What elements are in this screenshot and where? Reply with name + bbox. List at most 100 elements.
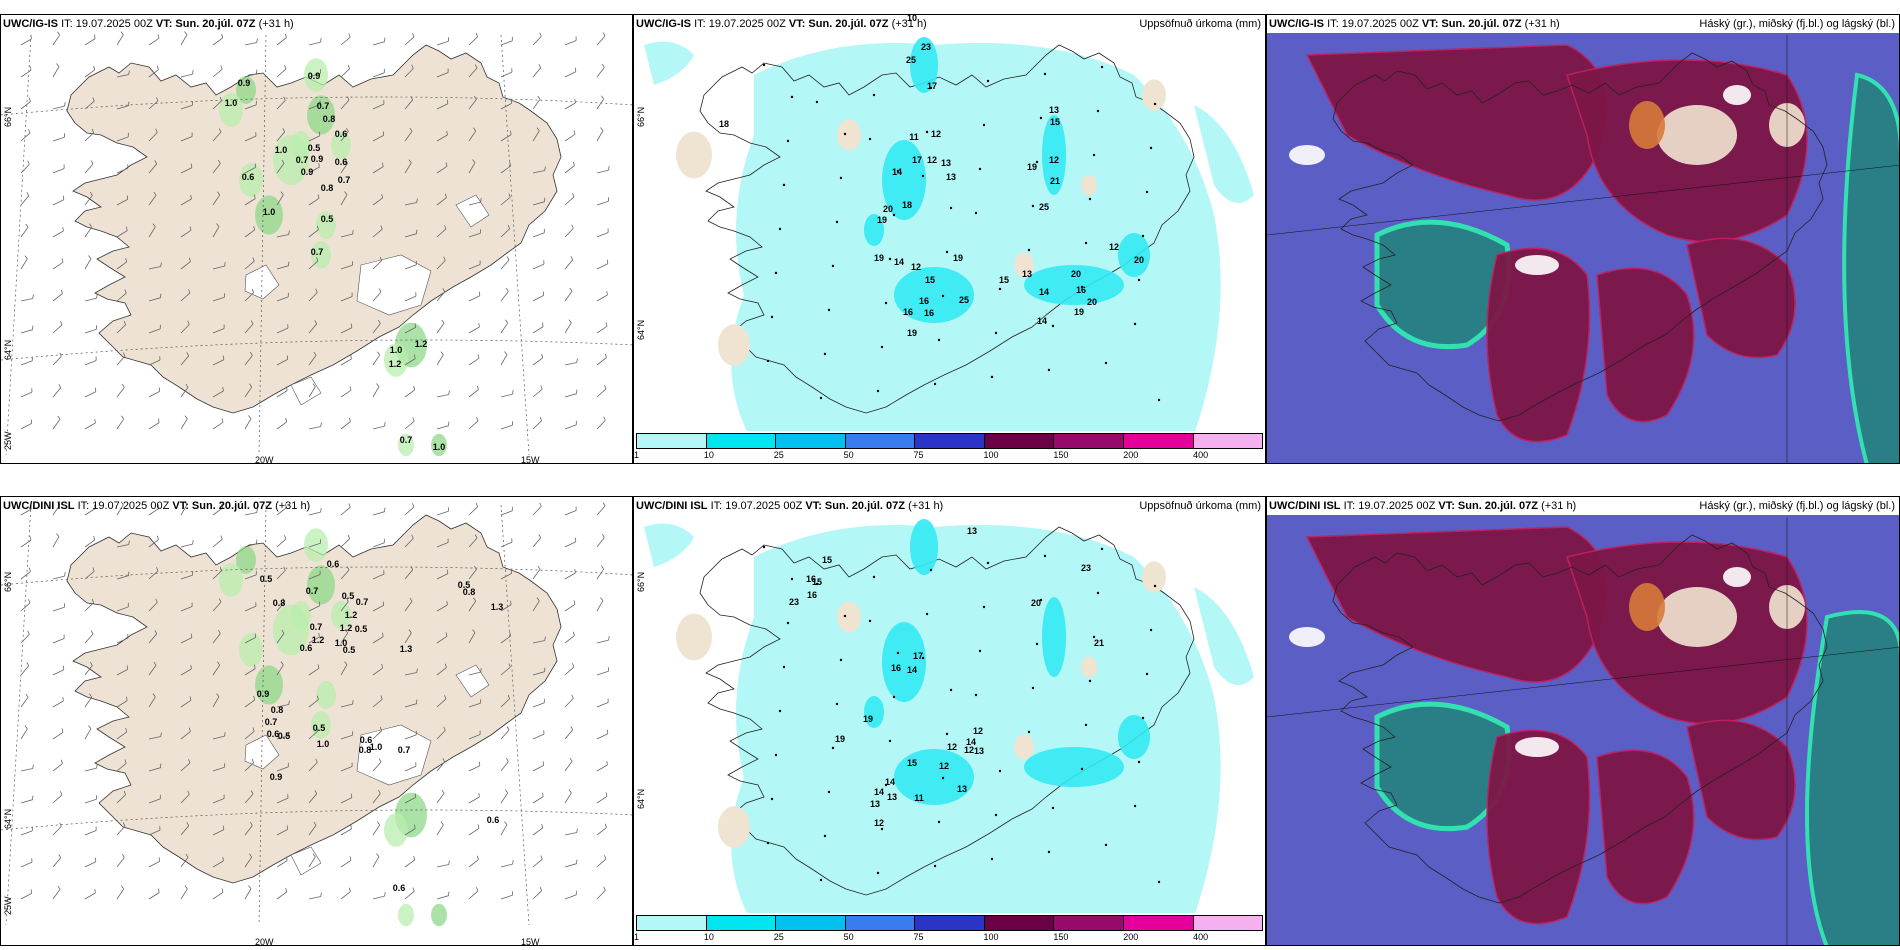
wind-barb <box>52 293 63 302</box>
wind-barb-flag <box>538 534 542 538</box>
wind-barb-flag <box>251 288 255 293</box>
wind-barb-flag <box>441 319 445 324</box>
wind-barb-flag <box>606 290 608 296</box>
wind-barb-flag <box>376 383 380 387</box>
wind-barb-flag <box>124 759 127 764</box>
wind-barb <box>468 734 481 740</box>
precip-value: 25 <box>906 55 916 65</box>
wind-barb <box>404 99 414 110</box>
wind-barb <box>404 358 416 366</box>
colorbar-label: 200 <box>1123 450 1139 460</box>
wind-barb-flag <box>380 225 383 230</box>
precip-value: 18 <box>719 119 729 129</box>
wind-barb-flag <box>604 353 607 358</box>
wind-barb <box>276 131 286 142</box>
precip-area-10 <box>864 214 884 246</box>
wind-barb-flag <box>314 320 318 324</box>
wind-barb-flag <box>248 885 252 889</box>
wind-barb <box>212 507 223 516</box>
precip-value: 12 <box>1049 155 1059 165</box>
wind-barb-flag <box>444 193 447 198</box>
wind-barb-flag <box>126 226 128 231</box>
wind-barb <box>276 829 288 836</box>
wind-barb-flag <box>313 821 317 826</box>
wind-barb <box>340 264 353 270</box>
wind-barb <box>180 731 191 740</box>
wind-barb-flag <box>88 725 92 729</box>
wind-value: 0.7 <box>338 175 351 185</box>
wind-barb-flag <box>152 693 156 698</box>
wind-barb-flag <box>286 856 288 861</box>
wind-speed-area <box>316 211 336 239</box>
lat-label: 64°N <box>3 339 13 360</box>
wind-value: 0.6 <box>327 559 340 569</box>
cloud-mid <box>1805 610 1899 945</box>
precip-value: 19 <box>877 215 887 225</box>
precip-value: 14 <box>1039 287 1049 297</box>
wind-barb <box>468 162 476 174</box>
dry-area <box>676 131 712 179</box>
wind-barb <box>596 600 604 612</box>
wind-barb <box>276 421 287 430</box>
wind-barb <box>532 702 545 708</box>
wind-barb <box>116 606 129 612</box>
station-dot <box>1100 547 1104 551</box>
wind-barb-flag <box>408 629 412 634</box>
wind-barb-flag <box>568 789 572 794</box>
wind-barb-flag <box>348 33 351 38</box>
wind-barb <box>20 539 32 548</box>
wind-barb-flag <box>27 630 30 635</box>
station-dot <box>974 693 978 697</box>
lat-label: 64°N <box>636 319 646 340</box>
wind-barb-flag <box>473 127 477 132</box>
station-dot <box>835 220 839 224</box>
coastline-layer <box>1332 52 1828 422</box>
station-dot <box>1100 65 1104 69</box>
wind-barb-flag <box>160 732 162 737</box>
wind-barb <box>244 260 255 270</box>
station-dot <box>782 183 786 187</box>
wind-barb-flag <box>93 65 96 71</box>
wind-barb-flag <box>315 758 318 763</box>
wind-barb <box>500 729 510 740</box>
wind-barb <box>20 728 28 740</box>
wind-barb-flag <box>219 96 223 101</box>
precip-value: 17 <box>913 651 923 661</box>
wind-barb <box>52 387 62 398</box>
wind-barb-flag <box>64 102 66 107</box>
precip-value: 19 <box>863 714 873 724</box>
wind-barb-flag <box>414 354 416 359</box>
wind-value: 0.7 <box>310 622 323 632</box>
wind-barb <box>212 601 222 612</box>
station-dot <box>896 651 900 655</box>
station-dot <box>1157 398 1161 402</box>
wind-value: 0.6 <box>487 815 500 825</box>
wind-barb-flag <box>320 422 322 427</box>
panel-precip-top: UWC/IG-IS IT: 19.07.2025 00Z VT: Sun. 20… <box>633 14 1266 464</box>
wind-barb <box>596 200 609 206</box>
wind-value: 0.8 <box>323 114 336 124</box>
station-dot <box>896 169 900 173</box>
wind-barb <box>564 322 572 334</box>
wind-barb-flag <box>250 320 254 325</box>
wind-barb <box>244 198 256 206</box>
wind-barb <box>20 391 33 398</box>
wind-barb <box>148 359 161 366</box>
cloud-free <box>1515 737 1559 757</box>
wind-barb-flag <box>348 503 351 508</box>
precip-value: 19 <box>835 734 845 744</box>
station-dot <box>933 864 937 868</box>
colorbar-label: 50 <box>843 450 854 460</box>
wind-barb-flag <box>221 503 224 509</box>
station-dot <box>819 878 823 882</box>
wind-barb <box>500 40 513 46</box>
wind-barb <box>116 794 126 804</box>
panel-subtitle: Uppsöfnuð úrkoma (mm) <box>1139 500 1261 512</box>
lon-gridline <box>500 34 530 456</box>
wind-barb <box>116 544 129 548</box>
wind-barb-flag <box>128 70 130 75</box>
wind-map: 0.50.60.70.80.50.70.50.81.31.20.7 1.2 0.51… <box>1 501 632 927</box>
wind-value: 1.0 <box>335 638 348 648</box>
lon-label: 25W <box>3 431 13 450</box>
